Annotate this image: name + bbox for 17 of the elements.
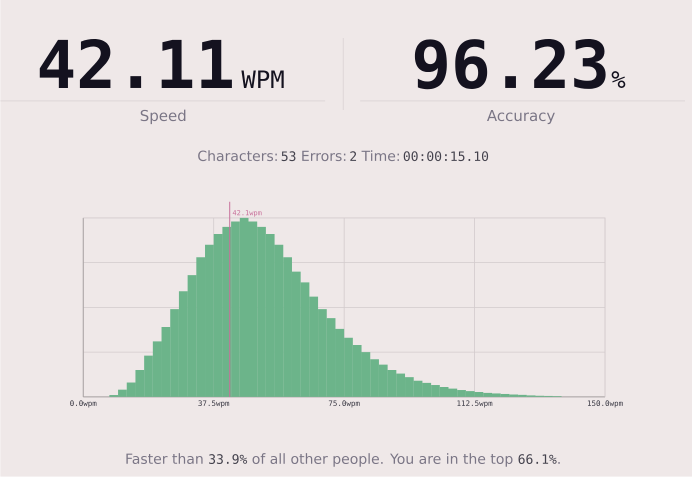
text: 33.9%: [209, 454, 248, 464]
text: 96.23: [414, 39, 606, 90]
text: 66.1%: [518, 454, 557, 464]
text: 00:00:15.10: [404, 151, 488, 162]
text: .: [558, 462, 560, 464]
text: Characters:: [198, 150, 277, 162]
text: 53: [282, 151, 296, 162]
text: Time:: [362, 150, 399, 162]
text: 2: [350, 151, 356, 162]
text: 42.11: [40, 39, 232, 88]
text: Faster than: [126, 453, 203, 464]
text: WPM: [241, 70, 284, 88]
text: Accuracy: [486, 110, 555, 124]
text: %: [612, 71, 626, 88]
text: Speed: [140, 110, 186, 124]
text: Errors:: [302, 150, 346, 162]
text: of all other people. You are in the top: [252, 453, 513, 467]
